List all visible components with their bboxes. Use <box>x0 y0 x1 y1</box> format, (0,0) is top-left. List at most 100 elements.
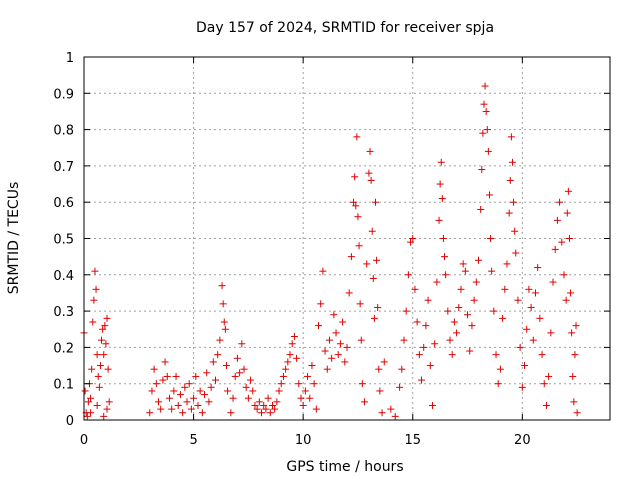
data-point <box>295 380 303 388</box>
data-point <box>523 325 531 333</box>
data-point <box>424 296 432 304</box>
data-point <box>227 409 235 417</box>
data-point <box>185 380 193 388</box>
data-point <box>236 369 244 377</box>
data-point <box>251 401 259 409</box>
data-point <box>380 358 388 366</box>
data-point <box>258 409 266 417</box>
data-point <box>481 82 489 90</box>
data-point <box>220 318 228 326</box>
x-tick-label: 15 <box>404 433 421 448</box>
data-point <box>209 358 217 366</box>
data-point <box>553 216 561 224</box>
data-point <box>192 372 200 380</box>
data-point <box>262 405 270 413</box>
data-point <box>478 166 486 174</box>
data-point <box>103 405 111 413</box>
data-point <box>505 209 513 217</box>
data-point <box>91 267 99 275</box>
data-point <box>87 409 95 417</box>
data-point <box>402 307 410 315</box>
data-point <box>328 354 336 362</box>
data-point <box>288 340 296 348</box>
data-point <box>470 296 478 304</box>
data-point <box>181 383 189 391</box>
x-tick-label: 10 <box>295 433 312 448</box>
data-point <box>521 362 529 370</box>
data-point <box>361 398 369 406</box>
data-point <box>233 354 241 362</box>
data-point <box>172 372 180 380</box>
data-point <box>352 202 360 210</box>
data-point <box>457 285 465 293</box>
data-point <box>152 380 160 388</box>
data-point <box>286 351 294 359</box>
y-axis-label: SRMTID / TECUs <box>6 182 22 295</box>
data-point <box>512 249 520 257</box>
data-point <box>253 405 261 413</box>
data-point <box>506 176 514 184</box>
y-tick-label: 0.2 <box>53 341 74 356</box>
data-point <box>315 322 323 330</box>
plot-frame <box>83 56 611 421</box>
data-point <box>542 401 550 409</box>
data-point <box>428 401 436 409</box>
data-point <box>407 238 415 246</box>
data-point <box>290 333 298 341</box>
data-point <box>529 336 537 344</box>
data-point <box>371 198 379 206</box>
data-point <box>490 307 498 315</box>
data-point <box>297 394 305 402</box>
data-point <box>409 235 417 242</box>
data-point <box>376 387 384 395</box>
data-point <box>494 380 502 388</box>
data-point <box>201 391 209 399</box>
data-point <box>358 380 366 388</box>
data-point <box>487 235 495 242</box>
data-point <box>155 398 163 406</box>
data-point <box>480 100 488 108</box>
data-point <box>496 365 504 373</box>
data-point <box>511 227 519 235</box>
axes: 00.10.20.30.40.50.60.70.80.910 5 10 15 20 <box>53 51 611 448</box>
data-point <box>396 383 404 391</box>
data-point <box>317 300 325 308</box>
data-point <box>433 278 441 286</box>
data-point <box>572 322 580 330</box>
data-point <box>527 303 535 311</box>
data-point <box>279 372 287 380</box>
data-point <box>484 147 492 155</box>
data-point <box>93 401 101 409</box>
data-point <box>282 365 290 373</box>
data-point <box>105 398 113 406</box>
data-point <box>268 401 276 409</box>
data-point <box>418 376 426 384</box>
data-point <box>438 195 446 203</box>
data-point <box>453 329 461 337</box>
data-point <box>558 238 566 246</box>
data-point <box>104 365 112 373</box>
data-point <box>247 376 255 384</box>
data-point <box>415 351 423 359</box>
data-point <box>534 264 542 272</box>
data-point <box>499 314 507 322</box>
data-point <box>347 253 355 261</box>
data-point <box>413 318 421 326</box>
data-point <box>219 300 227 308</box>
data-point <box>306 394 314 402</box>
data-point <box>536 314 544 322</box>
data-point <box>475 256 482 264</box>
y-tick-label: 0.3 <box>53 305 74 320</box>
data-point <box>375 365 383 373</box>
data-point <box>93 351 101 359</box>
data-point <box>420 343 428 351</box>
data-point <box>299 401 307 409</box>
data-point <box>507 133 515 141</box>
data-point <box>174 401 182 409</box>
data-point <box>102 340 110 348</box>
data-point <box>187 405 195 413</box>
data-point <box>455 303 463 311</box>
data-point <box>341 358 349 366</box>
data-point <box>148 387 156 395</box>
data-point <box>472 278 480 286</box>
